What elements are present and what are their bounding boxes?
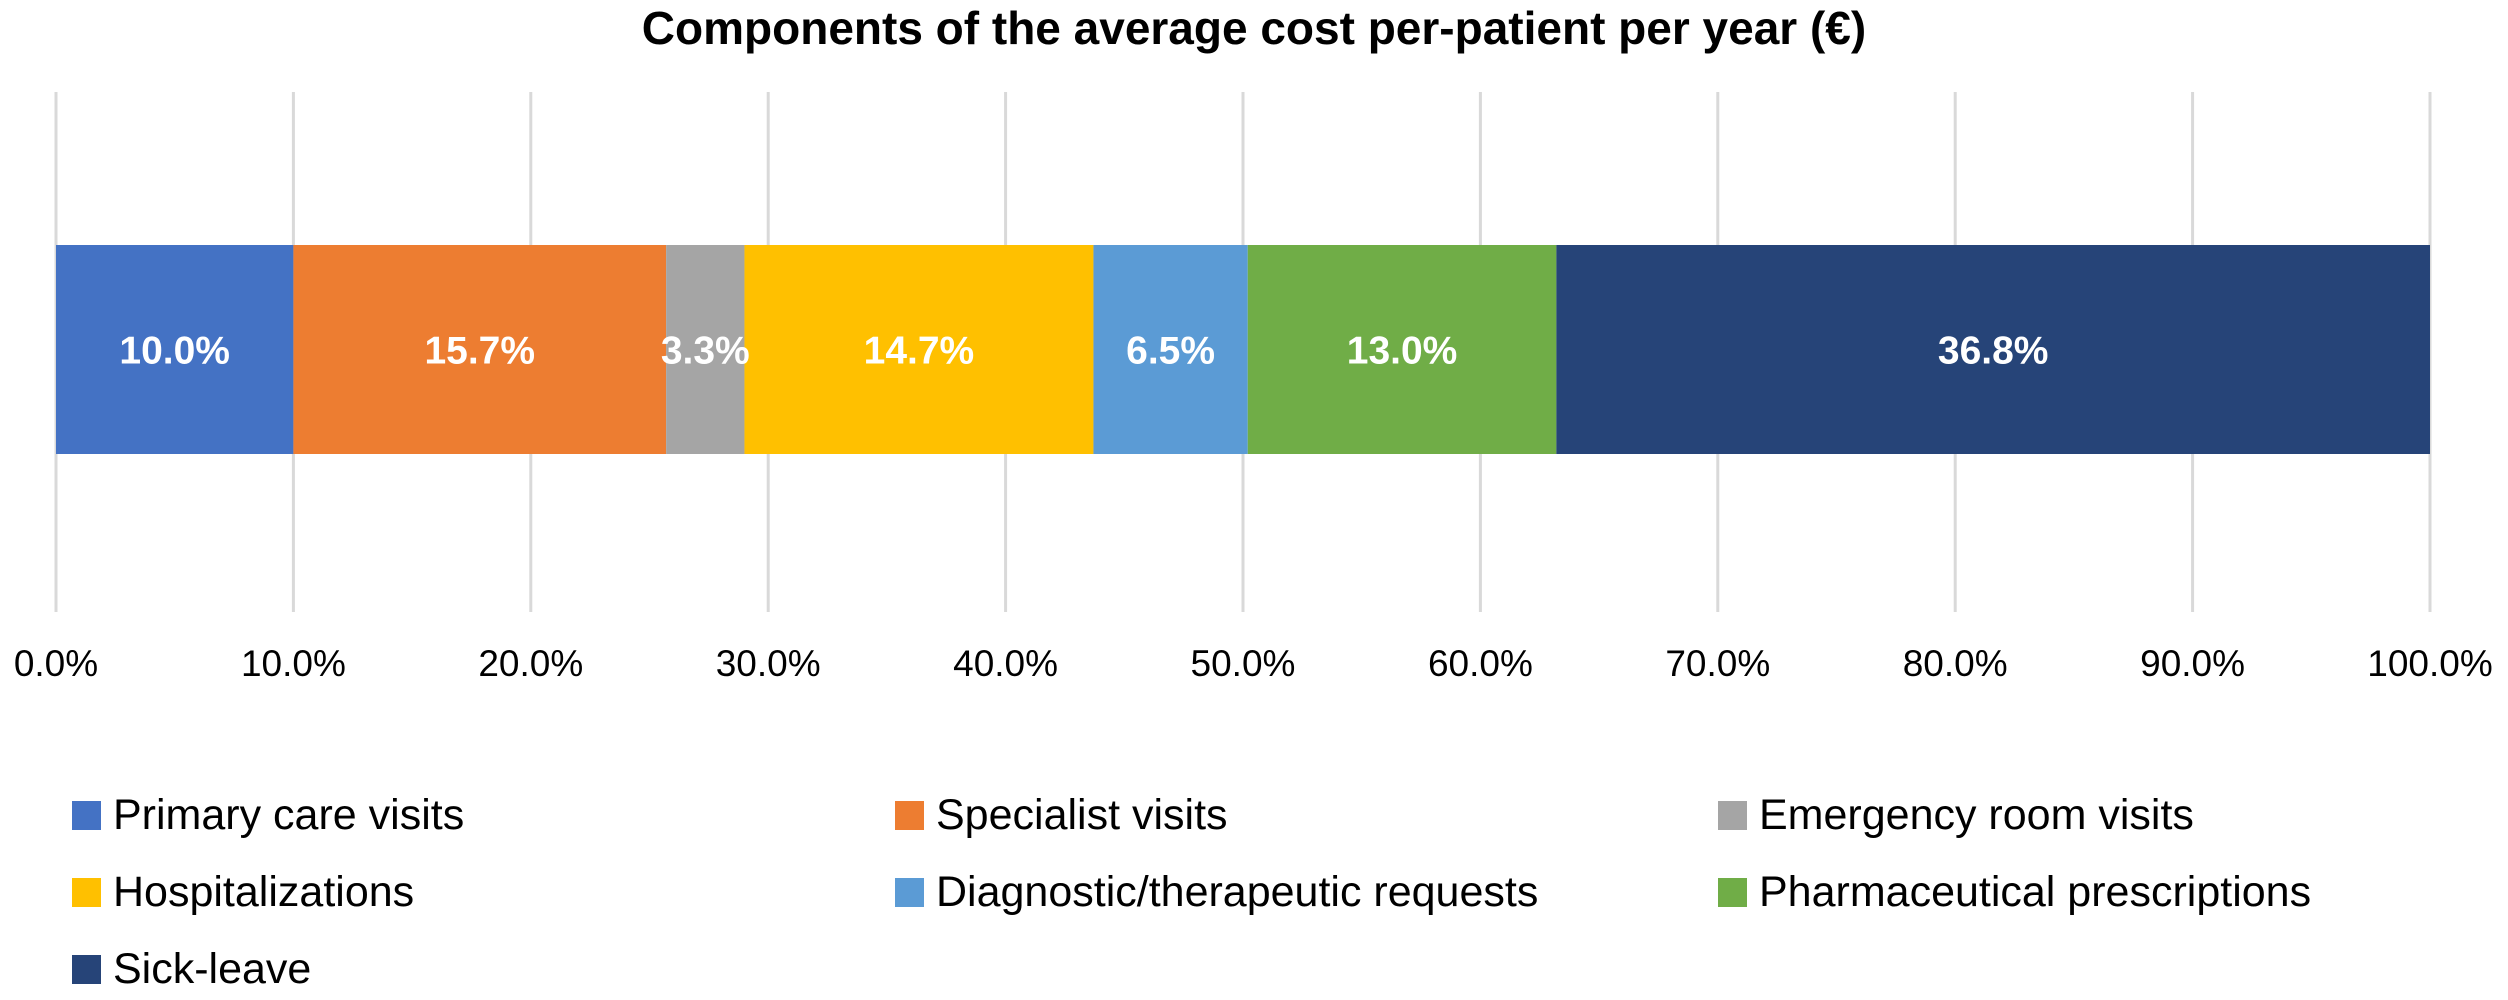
legend-swatch <box>72 954 101 984</box>
bar-segment <box>1556 245 2430 454</box>
legend-swatch <box>1718 877 1747 907</box>
legend-item: Emergency room visits <box>1718 784 2492 846</box>
legend-swatch <box>72 877 101 907</box>
legend-item: Primary care visits <box>72 784 895 846</box>
x-tick-label: 50.0% <box>1191 643 1296 684</box>
x-tick-label: 30.0% <box>716 643 821 684</box>
data-labels: 10.0% 15.7% 3.3% 14.7% 6.5% 13.0% 36.8% <box>119 330 2048 373</box>
x-tick-label: 70.0% <box>1665 643 1770 684</box>
x-tick-label: 10.0% <box>241 643 346 684</box>
x-tick-label: 0.0% <box>14 643 98 684</box>
data-label: 15.7% <box>424 330 535 373</box>
data-label: 13.0% <box>1347 330 1458 373</box>
bar-segment <box>56 245 294 454</box>
x-tick-label: 40.0% <box>953 643 1058 684</box>
legend-swatch <box>895 800 924 830</box>
data-label: 3.3% <box>661 330 750 373</box>
data-label: 6.5% <box>1126 330 1215 373</box>
bar-segment <box>293 245 667 454</box>
legend-label: Diagnostic/therapeutic requests <box>936 867 1539 916</box>
bar-segment <box>1093 245 1248 454</box>
x-tick-label: 80.0% <box>1903 643 2008 684</box>
legend-label: Pharmaceutical prescriptions <box>1759 867 2312 916</box>
bar-segments <box>56 245 2430 454</box>
data-label: 10.0% <box>119 330 230 373</box>
legend-label: Emergency room visits <box>1759 790 2194 839</box>
bar-segment <box>1247 245 1557 454</box>
legend-swatch <box>1718 800 1747 830</box>
x-axis-tick-labels: 0.0% 10.0% 20.0% 30.0% 40.0% 50.0% 60.0% 70.0% 8… <box>14 643 2493 684</box>
legend-label: Sick-leave <box>113 944 312 993</box>
bar-segment <box>666 245 745 454</box>
legend-label: Specialist visits <box>936 790 1228 839</box>
chart-title: Components of the average cost per-patie… <box>642 2 1866 54</box>
bar-segment <box>744 245 1094 454</box>
legend: Primary care visits Specialist visits Emer… <box>72 784 2492 1000</box>
legend-label: Primary care visits <box>113 790 465 839</box>
data-label: 14.7% <box>864 330 975 373</box>
legend-item: Hospitalizations <box>72 861 895 923</box>
legend-swatch <box>72 800 101 830</box>
x-tick-label: 90.0% <box>2140 643 2245 684</box>
x-tick-label: 20.0% <box>478 643 583 684</box>
x-tick-label: 60.0% <box>1428 643 1533 684</box>
legend-item: Diagnostic/therapeutic requests <box>895 861 1718 923</box>
legend-label: Hospitalizations <box>113 867 415 916</box>
data-label: 36.8% <box>1938 330 2049 373</box>
legend-item: Sick-leave <box>72 938 895 1000</box>
legend-swatch <box>895 877 924 907</box>
x-tick-label: 100.0% <box>2367 643 2493 684</box>
legend-item: Specialist visits <box>895 784 1718 846</box>
legend-item: Pharmaceutical prescriptions <box>1718 861 2492 923</box>
